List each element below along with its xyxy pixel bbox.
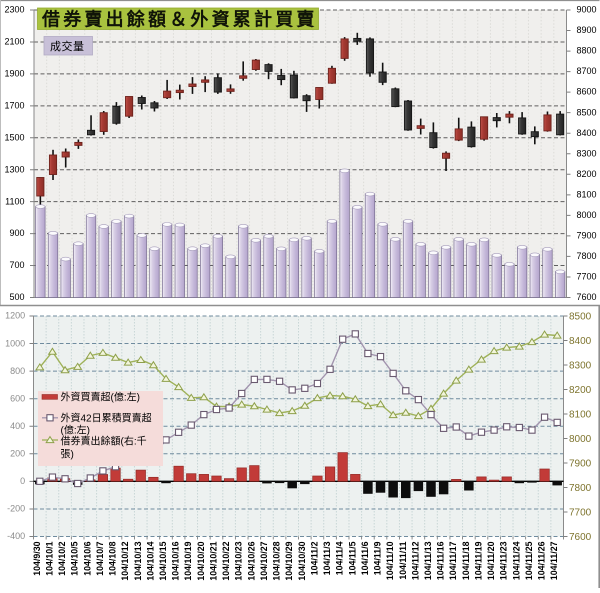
svg-text:-200: -200 (7, 504, 25, 514)
svg-text:104/10/16: 104/10/16 (171, 541, 181, 580)
svg-text:104/11/16: 104/11/16 (436, 541, 446, 580)
svg-text:104/11/11: 104/11/11 (398, 541, 408, 579)
svg-text:104/11/18: 104/11/18 (461, 541, 471, 580)
svg-text:104/10/5: 104/10/5 (70, 541, 80, 575)
svg-text:104/10/12: 104/10/12 (120, 541, 130, 580)
svg-text:104/10/14: 104/10/14 (145, 541, 155, 580)
svg-text:104/10/7: 104/10/7 (95, 541, 105, 575)
svg-text:104/10/22: 104/10/22 (221, 541, 231, 580)
svg-text:8100: 8100 (577, 189, 597, 199)
svg-text:104/11/24: 104/11/24 (511, 541, 521, 580)
svg-text:700: 700 (9, 260, 24, 270)
svg-text:8700: 8700 (577, 66, 597, 76)
svg-text:張): 張) (61, 449, 74, 461)
svg-text:104/11/2: 104/11/2 (309, 541, 319, 575)
svg-text:(億:左): (億:左) (61, 424, 90, 437)
svg-text:2100: 2100 (4, 37, 24, 47)
svg-text:104/11/13: 104/11/13 (423, 541, 433, 580)
svg-text:104/11/27: 104/11/27 (549, 541, 559, 580)
svg-text:8500: 8500 (577, 107, 597, 117)
svg-text:1300: 1300 (4, 164, 24, 174)
svg-text:1000: 1000 (5, 338, 25, 348)
svg-text:8400: 8400 (577, 128, 597, 138)
svg-text:104/11/12: 104/11/12 (410, 541, 420, 580)
svg-text:400: 400 (10, 421, 25, 431)
svg-text:104/9/30: 104/9/30 (32, 541, 42, 575)
svg-text:7600: 7600 (569, 532, 592, 543)
svg-text:7800: 7800 (577, 251, 597, 261)
svg-text:1500: 1500 (4, 132, 24, 142)
svg-text:7900: 7900 (577, 230, 597, 240)
svg-text:-400: -400 (7, 531, 25, 541)
svg-text:104/10/26: 104/10/26 (246, 541, 256, 580)
svg-text:借券賣出餘額＆外資累計買賣: 借券賣出餘額＆外資累計買賣 (41, 9, 318, 30)
svg-text:104/10/13: 104/10/13 (133, 541, 143, 580)
svg-text:7600: 7600 (577, 292, 597, 302)
svg-text:1100: 1100 (5, 196, 24, 206)
svg-text:104/11/10: 104/11/10 (385, 541, 395, 580)
svg-text:7700: 7700 (569, 508, 592, 519)
svg-text:104/11/3: 104/11/3 (322, 541, 332, 575)
svg-text:104/10/20: 104/10/20 (196, 541, 206, 580)
svg-text:104/11/5: 104/11/5 (347, 541, 357, 575)
svg-text:104/11/17: 104/11/17 (448, 541, 458, 580)
svg-text:104/10/8: 104/10/8 (108, 541, 118, 575)
svg-text:8200: 8200 (577, 169, 597, 179)
svg-text:8300: 8300 (577, 148, 597, 158)
svg-text:200: 200 (10, 449, 25, 459)
svg-text:104/11/23: 104/11/23 (499, 541, 509, 580)
svg-text:104/10/28: 104/10/28 (272, 541, 282, 580)
svg-text:104/11/26: 104/11/26 (537, 541, 547, 580)
svg-text:8800: 8800 (577, 46, 597, 56)
svg-text:104/10/21: 104/10/21 (208, 541, 218, 580)
svg-text:0: 0 (20, 476, 25, 486)
svg-text:104/11/19: 104/11/19 (473, 541, 483, 580)
svg-text:借券賣出餘額(右:千: 借券賣出餘額(右:千 (61, 435, 147, 448)
svg-text:104/10/29: 104/10/29 (284, 541, 294, 580)
svg-text:7700: 7700 (577, 272, 597, 282)
svg-text:104/10/6: 104/10/6 (82, 541, 92, 575)
svg-text:8000: 8000 (577, 210, 597, 220)
svg-text:9000: 9000 (577, 5, 597, 15)
svg-text:1900: 1900 (4, 68, 24, 78)
svg-text:外資42日累積買賣超: 外資42日累積買賣超 (61, 412, 152, 425)
svg-text:104/11/4: 104/11/4 (335, 541, 345, 575)
svg-text:500: 500 (9, 292, 24, 302)
svg-text:104/10/23: 104/10/23 (234, 541, 244, 580)
svg-text:8900: 8900 (577, 25, 597, 35)
svg-text:104/10/2: 104/10/2 (57, 541, 67, 575)
svg-text:8600: 8600 (577, 87, 597, 97)
svg-text:8500: 8500 (569, 312, 592, 323)
svg-text:800: 800 (10, 366, 25, 376)
svg-text:600: 600 (10, 393, 25, 403)
svg-text:外資買賣超(億:左): 外資買賣超(億:左) (61, 391, 140, 404)
svg-text:8000: 8000 (569, 434, 592, 445)
svg-text:104/11/25: 104/11/25 (524, 541, 534, 580)
svg-text:104/10/1: 104/10/1 (44, 541, 54, 575)
svg-text:8300: 8300 (569, 361, 592, 372)
svg-text:104/10/30: 104/10/30 (297, 541, 307, 580)
svg-text:104/11/20: 104/11/20 (486, 541, 496, 580)
svg-text:104/10/27: 104/10/27 (259, 541, 269, 580)
svg-text:104/10/15: 104/10/15 (158, 541, 168, 580)
svg-text:1200: 1200 (5, 311, 25, 321)
svg-text:1700: 1700 (4, 100, 24, 110)
svg-text:104/10/19: 104/10/19 (183, 541, 193, 580)
svg-text:104/11/9: 104/11/9 (373, 541, 383, 575)
svg-text:7900: 7900 (569, 459, 592, 470)
svg-text:7800: 7800 (569, 483, 592, 494)
svg-text:2300: 2300 (4, 5, 24, 15)
svg-text:900: 900 (9, 228, 24, 238)
svg-text:成交量: 成交量 (50, 39, 85, 53)
svg-text:8200: 8200 (569, 385, 592, 396)
svg-text:104/11/6: 104/11/6 (360, 541, 370, 575)
svg-text:8400: 8400 (569, 336, 592, 347)
svg-text:8100: 8100 (569, 410, 592, 421)
